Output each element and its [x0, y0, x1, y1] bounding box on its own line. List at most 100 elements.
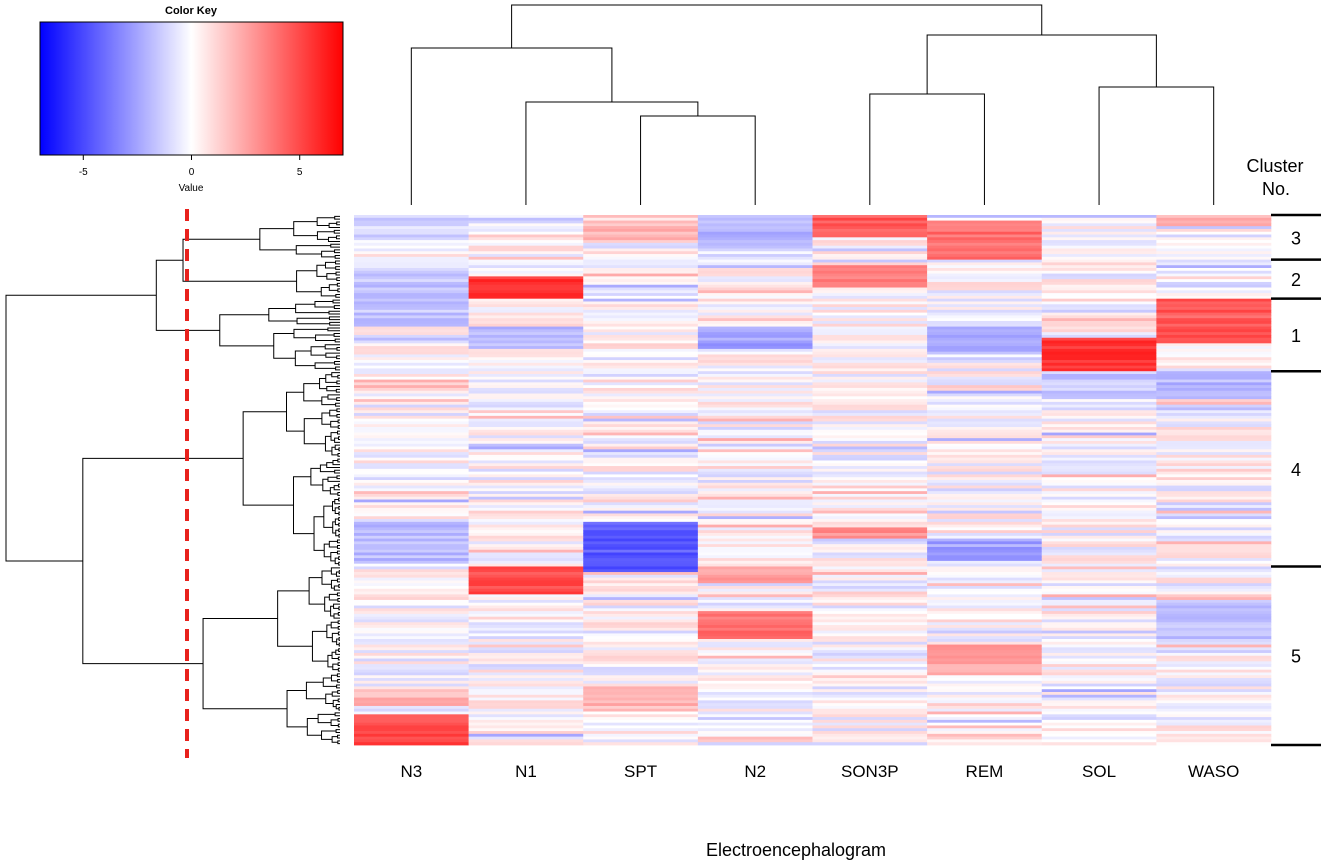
heatmap-cell	[927, 254, 1043, 258]
heatmap-cell	[927, 622, 1043, 626]
heatmap-cell	[812, 597, 928, 601]
heatmap-cell	[583, 329, 699, 333]
heatmap-cell	[927, 270, 1043, 274]
heatmap-cell	[583, 374, 699, 378]
heatmap-cell	[583, 507, 699, 512]
row-dendrogram-branch	[336, 347, 340, 351]
row-dendrogram-branch	[334, 557, 339, 565]
heatmap-cell	[1041, 583, 1157, 587]
heatmap-cell	[468, 440, 584, 445]
heatmap-cell	[583, 281, 699, 286]
heatmap-cell	[697, 502, 813, 506]
heatmap-cell	[697, 259, 813, 263]
heatmap-cell	[1156, 287, 1272, 291]
heatmap-cell	[583, 580, 699, 584]
heatmap-cell	[1041, 318, 1157, 322]
heatmap-cell	[812, 725, 928, 729]
heatmap-cell	[812, 524, 928, 528]
heatmap-cell	[583, 505, 699, 509]
heatmap-cell	[697, 480, 813, 484]
heatmap-cell	[583, 588, 699, 592]
heatmap-cell	[1041, 270, 1157, 274]
heatmap-cell	[354, 549, 469, 553]
heatmap-cell	[812, 521, 928, 526]
heatmap-cell	[927, 597, 1043, 601]
heatmap-cell	[812, 680, 928, 685]
heatmap-cell	[468, 334, 584, 339]
heatmap-cell	[812, 365, 928, 369]
heatmap-cell	[468, 705, 584, 710]
row-dendrogram-branch	[82, 457, 244, 665]
heatmap-cell	[583, 368, 699, 372]
heatmap-cell	[354, 256, 469, 261]
heatmap-cell	[697, 326, 813, 330]
heatmap-cell	[927, 705, 1043, 710]
heatmap-cell	[468, 524, 584, 528]
heatmap-cell	[697, 636, 813, 640]
heatmap-cell	[354, 639, 469, 643]
heatmap-cell	[812, 594, 928, 598]
heatmap-cell	[1156, 435, 1272, 439]
heatmap-cell	[1156, 644, 1272, 648]
heatmap-cell	[468, 323, 584, 327]
heatmap-cell	[468, 560, 584, 565]
heatmap-cell	[812, 337, 928, 341]
heatmap-cell	[812, 276, 928, 280]
row-dendrogram-branch	[337, 612, 340, 616]
row-dendrogram-branch	[331, 651, 339, 660]
row-dendrogram-branch	[333, 585, 340, 591]
heatmap-cell	[927, 382, 1043, 386]
heatmap-cell	[583, 616, 699, 620]
heatmap-cell	[697, 404, 813, 408]
heatmap-cell	[354, 731, 469, 735]
heatmap-cell	[697, 666, 813, 671]
heatmap-cell	[812, 281, 928, 286]
heatmap-cell	[468, 298, 584, 302]
heatmap-cell	[927, 371, 1043, 375]
heatmap-cell	[583, 268, 699, 272]
heatmap-cell	[927, 533, 1043, 537]
row-dendrogram-branch	[337, 620, 340, 625]
heatmap-cell	[1041, 315, 1157, 319]
heatmap-cell	[697, 471, 813, 475]
heatmap-cell	[354, 627, 469, 632]
color-key-bar	[39, 21, 344, 156]
heatmap-cell	[583, 334, 699, 339]
heatmap-cell	[354, 346, 469, 350]
heatmap-cell	[354, 652, 469, 657]
heatmap-cell	[354, 413, 469, 417]
heatmap-cell	[354, 535, 469, 539]
heatmap-cell	[927, 259, 1043, 263]
heatmap-cell	[583, 658, 699, 662]
heatmap-cell	[354, 630, 469, 634]
heatmap-cell	[468, 332, 584, 336]
heatmap-cell	[1041, 717, 1157, 721]
heatmap-cell	[697, 374, 813, 378]
heatmap-cell	[697, 396, 813, 400]
heatmap-cell	[812, 329, 928, 333]
heatmap-cell	[1041, 711, 1157, 715]
heatmap-cell	[927, 468, 1043, 473]
heatmap-cell	[1041, 262, 1157, 266]
heatmap-cell	[697, 591, 813, 595]
heatmap-cell	[1041, 549, 1157, 553]
heatmap-cell	[583, 586, 699, 590]
heatmap-cell	[812, 577, 928, 581]
heatmap-cell	[927, 552, 1043, 556]
heatmap-cell	[697, 572, 813, 576]
heatmap-cell	[583, 365, 699, 369]
heatmap-cell	[927, 574, 1043, 579]
heatmap-cell	[1156, 396, 1272, 400]
heatmap-cell	[697, 460, 813, 464]
heatmap-cell	[583, 496, 699, 500]
heatmap-cell	[468, 521, 584, 526]
row-dendrogram-branch	[335, 294, 340, 298]
heatmap-cell	[697, 725, 813, 729]
heatmap-cell	[1041, 505, 1157, 509]
heatmap-cell	[812, 309, 928, 314]
heatmap-cell	[1041, 731, 1157, 735]
row-dendrogram-branch	[334, 360, 340, 365]
heatmap-cell	[354, 334, 469, 339]
heatmap-cell	[812, 457, 928, 461]
heatmap-cell	[583, 488, 699, 492]
